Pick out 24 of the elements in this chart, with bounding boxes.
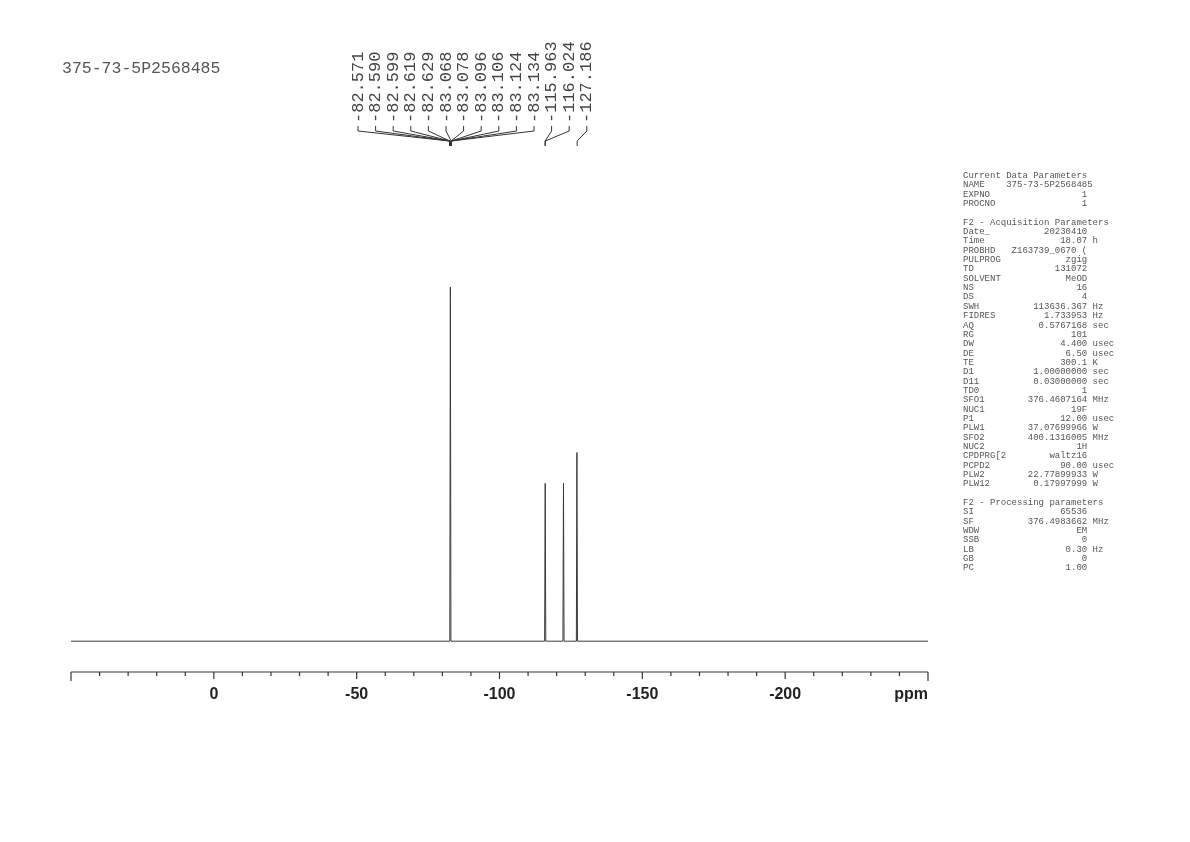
x-tick-label: 0: [209, 685, 219, 702]
chart-title: 375-73-5P2568485: [62, 59, 221, 78]
annotation: -82.599: [383, 51, 403, 123]
annotation: -83.068: [436, 51, 456, 123]
annotation: -82.571: [348, 51, 368, 123]
annotation: -83.124: [506, 51, 526, 123]
annotation: -83.078: [454, 51, 474, 123]
x-tick-label: -200: [769, 685, 802, 702]
annotation: -127.186: [577, 41, 597, 123]
x-tick-label: -50: [345, 685, 369, 702]
text: Current Data Parameters NAME 375-73-5P2568485 EXPNO 1 PROCNO 1: [963, 171, 1093, 210]
annotation: -82.629: [418, 51, 438, 123]
annotation: -116.024: [559, 41, 579, 123]
x-tick-label: -150: [626, 685, 659, 702]
annotation: -83.096: [471, 51, 491, 123]
text: F2 - Acquisition Parameters Date_ 20230410 Time 18.07 h PROBHD Z163739_0670 ( PULPROG zgig TD 131072 SOLVENT MeOD NS 16 DS 4 SWH 113636.367 Hz FIDRES 1.733953 Hz AQ 0.5767168 sec RG 101 DW 4.400 usec DE 6.50 usec TE 300.1 K D1 1.00000000 sec D11 0.03000000 sec TD0 1 SFO1 376.4607164 MHz NUC1 19F P1 12.00 usec PLW1 37.07699966 W SFO2 400.1316005 MHz NUC2 1H CPDPRG[2 waltz16 PCPD2 90.00 usec PLW2 22.77899933 W PLW12 0.17997999 W: [963, 217, 1115, 490]
annotation: -82.619: [401, 51, 421, 123]
annotation: -82.590: [366, 51, 386, 123]
text: F2 - Processing parameters SI 65536 SF 376.4983662 MHz WDW EM SSB 0 LB 0.30 Hz GB 0 PC 1.00: [963, 498, 1109, 574]
x-tick-label: -100: [483, 685, 516, 702]
x-axis-title: ppm: [894, 685, 928, 702]
annotation: -83.134: [524, 51, 544, 123]
annotation: -115.963: [542, 41, 562, 123]
annotation: -83.106: [489, 51, 509, 123]
